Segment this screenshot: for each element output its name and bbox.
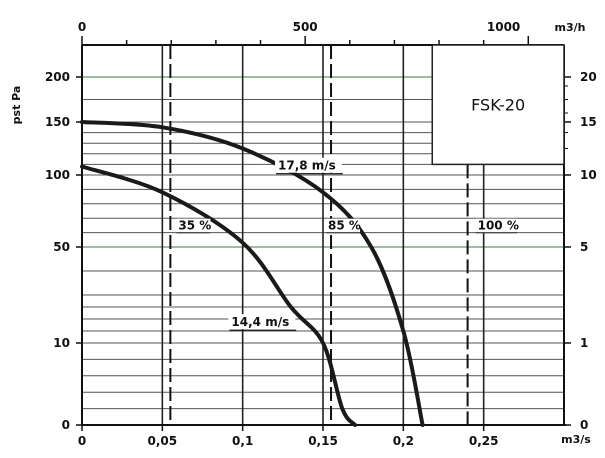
x-tick-label: 0 (78, 434, 86, 448)
y-right-tick-label: 1 (580, 336, 588, 350)
y-right-tick-label: 5 (580, 240, 588, 254)
y-tick-label: 10 (53, 336, 70, 350)
y-right-tick-label: 20 (580, 70, 597, 84)
y-tick-label: 50 (53, 240, 70, 254)
x-tick-label: 0,25 (469, 434, 499, 448)
x-axis-unit-top: m3/h (555, 21, 586, 34)
x-tick-label: 0,2 (393, 434, 414, 448)
model-label: FSK-20 (471, 96, 525, 115)
efficiency-label-bg (326, 218, 361, 233)
x-top-tick-label: 0 (78, 20, 86, 34)
efficiency-lines (169, 45, 469, 425)
y-axis-label: pst Pa (10, 86, 23, 125)
y-right-tick-label: 10 (580, 168, 597, 182)
y-right-tick-label: 15 (580, 115, 597, 129)
series-curve (80, 120, 425, 427)
efficiency-label: 85 % (328, 219, 361, 233)
series-label: 17,8 m/s (278, 159, 336, 173)
efficiency-label-bg (475, 218, 518, 233)
y-tick-label: 100 (45, 168, 70, 182)
series-label: 14,4 m/s (231, 315, 289, 329)
series-label-bg (228, 314, 296, 330)
x-tick-label: 0,15 (308, 434, 338, 448)
series-curve (80, 164, 358, 427)
x-top-tick-label: 1000 (487, 20, 520, 34)
y-tick-label: 150 (45, 115, 70, 129)
labels: FSK-20 35 % 85 % 100 % 17,8 m/s 14,4 m/s (176, 44, 565, 331)
x-axis-unit-bottom: m3/s (561, 433, 591, 446)
efficiency-label: 35 % (178, 219, 211, 233)
efficiency-label: 100 % (478, 219, 519, 233)
series-label-bg (275, 157, 342, 173)
x-tick-label: 0,1 (232, 434, 253, 448)
x-tick-label: 0,05 (148, 434, 178, 448)
y-tick-label: 0 (62, 418, 70, 432)
y-right-tick-label: 0 (580, 418, 588, 432)
model-box (431, 44, 565, 166)
curves (80, 120, 425, 427)
y-tick-label: 200 (45, 70, 70, 84)
efficiency-label-bg (176, 218, 211, 233)
x-top-tick-label: 500 (293, 20, 318, 34)
